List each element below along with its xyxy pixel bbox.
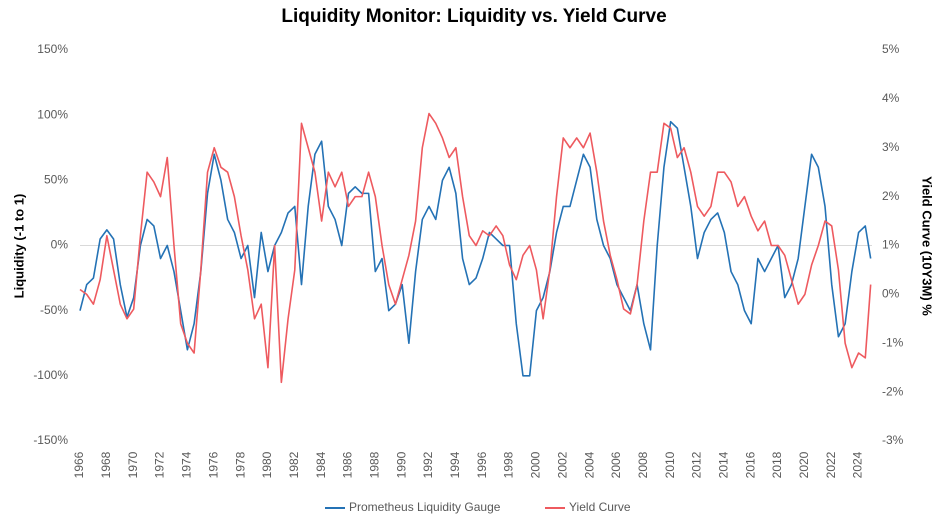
x-tick-label: 1996 <box>475 451 489 478</box>
x-tick-label: 2002 <box>555 451 569 478</box>
legend-label: Yield Curve <box>569 500 631 514</box>
y-tick-label: -100% <box>33 368 68 382</box>
x-tick-label: 2006 <box>609 451 623 478</box>
x-tick-label: 2022 <box>824 451 838 478</box>
x-tick-label: 1966 <box>72 451 86 478</box>
y-tick-label: 50% <box>44 173 68 187</box>
x-tick-label: 2010 <box>663 451 677 478</box>
y2-axis-label: Yield Curve (10Y3M) % <box>920 176 935 316</box>
x-tick-label: 1998 <box>502 451 516 478</box>
y2-tick-label: 2% <box>882 189 900 203</box>
chart-title: Liquidity Monitor: Liquidity vs. Yield C… <box>281 6 666 27</box>
x-tick-label: 1972 <box>153 451 167 478</box>
x-tick-label: 1982 <box>287 451 301 478</box>
y2-tick-label: -1% <box>882 335 904 349</box>
y2-tick-label: 1% <box>882 238 900 252</box>
x-tick-label: 1968 <box>99 451 113 478</box>
y2-tick-label: 3% <box>882 140 900 154</box>
x-tick-label: 1990 <box>394 451 408 478</box>
x-tick-label: 2014 <box>717 451 731 478</box>
x-tick-label: 1980 <box>260 451 274 478</box>
x-tick-label: 1994 <box>448 451 462 478</box>
legend-label: Prometheus Liquidity Gauge <box>349 500 501 514</box>
x-tick-label: 1984 <box>314 451 328 478</box>
y2-tick-label: -3% <box>882 433 904 447</box>
x-tick-label: 1970 <box>126 451 140 478</box>
x-tick-label: 1986 <box>341 451 355 478</box>
series-line <box>79 120 872 377</box>
y-axis-label: Liquidity (-1 to 1) <box>11 194 26 299</box>
x-tick-label: 1988 <box>367 451 381 478</box>
y2-tick-label: 4% <box>882 91 900 105</box>
y-tick-label: 100% <box>37 107 68 121</box>
x-tick-label: 2008 <box>636 451 650 478</box>
y-tick-label: -50% <box>40 303 68 317</box>
x-tick-label: 2024 <box>851 451 865 478</box>
series-line <box>79 112 872 384</box>
x-tick-label: 2016 <box>743 451 757 478</box>
y-tick-label: 150% <box>37 42 68 56</box>
x-tick-label: 2000 <box>529 451 543 478</box>
y2-tick-label: 5% <box>882 42 900 56</box>
x-tick-label: 2020 <box>797 451 811 478</box>
x-tick-label: 2012 <box>690 451 704 478</box>
y-tick-label: 0% <box>51 238 69 252</box>
y2-tick-label: -2% <box>882 384 904 398</box>
x-tick-label: 1992 <box>421 451 435 478</box>
x-tick-label: 1978 <box>233 451 247 478</box>
x-tick-label: 2004 <box>582 451 596 478</box>
y-tick-label: -150% <box>33 433 68 447</box>
x-tick-label: 1976 <box>206 451 220 478</box>
x-tick-label: 2018 <box>770 451 784 478</box>
y2-tick-label: 0% <box>882 287 900 301</box>
x-tick-label: 1974 <box>180 451 194 478</box>
